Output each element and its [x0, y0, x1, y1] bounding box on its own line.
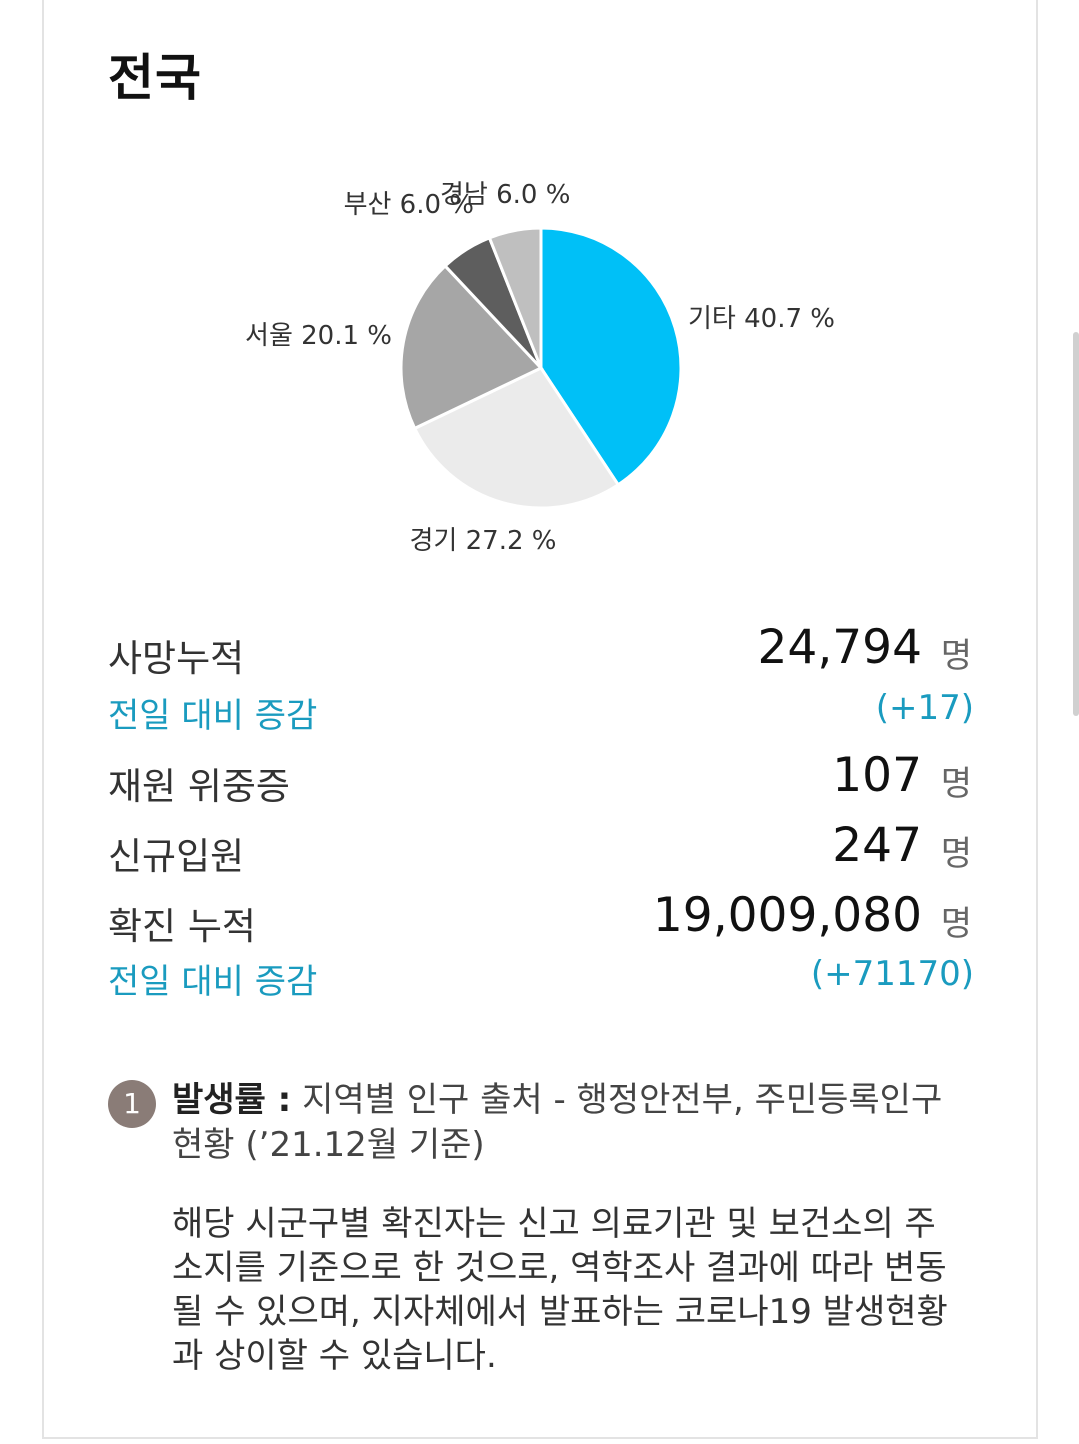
pie-label-3: 서울 20.1 % — [245, 321, 392, 351]
note-source: 발생률 : 지역별 인구 출처 - 행정안전부, 주민등록인구현황 (’21.1… — [172, 1078, 972, 1168]
confirmed-label: 확진 누적 — [108, 905, 256, 948]
admitted-unit: 명 — [940, 834, 972, 874]
region-title: 전국 — [108, 49, 202, 107]
note-heading: 발생률 : — [172, 1080, 292, 1120]
deaths-label: 사망누적 — [108, 637, 245, 680]
stats-panel: 사망누적 24,794 명 전일 대비 증감 (+17) 재원 위중증 107 … — [108, 620, 974, 1002]
note-body: 해당 시군구별 확진자는 신고 의료기관 및 보건소의 주소지를 기준으로 한 … — [172, 1204, 948, 1376]
pie-slice-5[interactable] — [487, 226, 543, 369]
confirmed-row: 확진 누적 19,009,080 명 — [108, 888, 974, 948]
pie-label-2: 경기 27.2 % — [410, 526, 557, 556]
confirmed-unit: 명 — [940, 904, 972, 944]
pie-slice-2[interactable] — [412, 366, 621, 510]
deaths-unit: 명 — [940, 636, 972, 676]
note-source-text: 지역별 인구 출처 - 행정안전부, 주민등록인구현황 (’21.12월 기준) — [172, 1080, 943, 1165]
critical-unit: 명 — [940, 764, 972, 804]
admitted-label: 신규입원 — [108, 835, 245, 878]
pie-slice-3[interactable] — [399, 263, 544, 431]
confirmed-value: 19,009,080 — [652, 888, 922, 943]
confirmed-change-row: 전일 대비 증감 (+71170) — [108, 954, 974, 1002]
confirmed-change-label: 전일 대비 증감 — [108, 962, 318, 1002]
critical-label: 재원 위중증 — [108, 765, 290, 808]
scrollbar[interactable] — [1073, 332, 1079, 716]
critical-value: 107 — [832, 748, 922, 803]
admitted-row: 신규입원 247 명 — [108, 818, 974, 878]
pie-label-1: 기타 40.7 % — [688, 304, 835, 334]
confirmed-change-value: (+71170) — [810, 954, 974, 994]
note-number-badge: 1 — [108, 1080, 156, 1128]
pie-chart: 기타 40.7 % 경기 27.2 % 서울 20.1 % 부산 6.0 %경남 6.… — [245, 180, 835, 556]
deaths-change-row: 전일 대비 증감 (+17) — [108, 688, 974, 736]
admitted-value: 247 — [832, 818, 922, 873]
critical-row: 재원 위중증 107 명 — [108, 748, 974, 808]
deaths-change-label: 전일 대비 증감 — [108, 696, 318, 736]
deaths-value: 24,794 — [757, 620, 922, 675]
deaths-change-value: (+17) — [875, 688, 974, 728]
deaths-row: 사망누적 24,794 명 — [108, 620, 974, 680]
pie-label-4: 부산 6.0 % — [344, 190, 474, 220]
pie-label-5: 경남 6.0 % — [440, 180, 570, 210]
